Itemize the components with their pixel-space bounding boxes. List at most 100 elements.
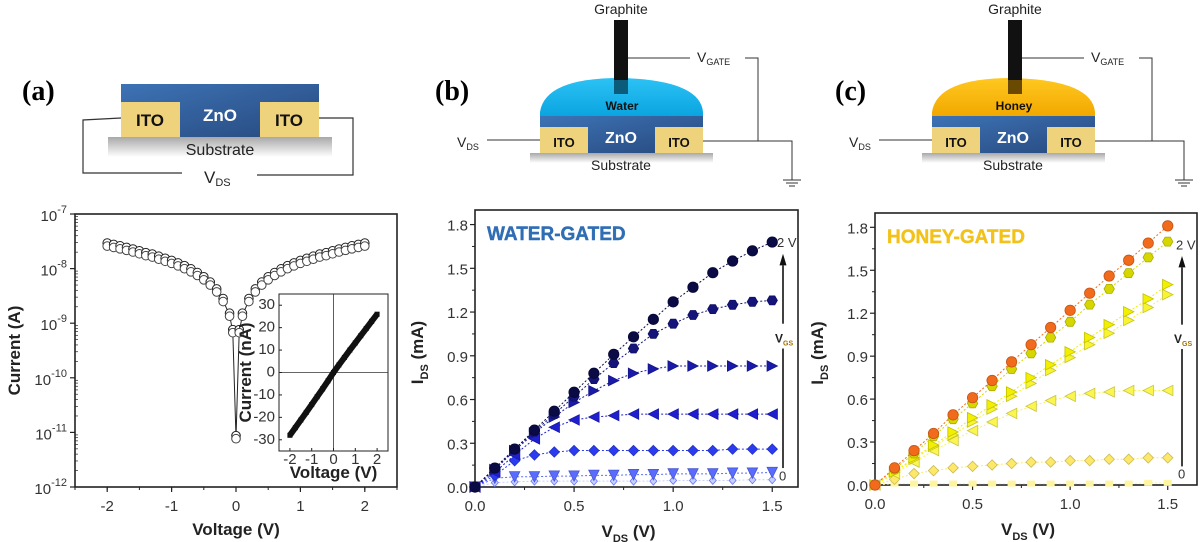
annotation-top: 2 V xyxy=(1176,237,1196,252)
vds-label: VDS xyxy=(204,168,231,189)
marker-square xyxy=(929,480,938,487)
data-point xyxy=(309,402,315,408)
x-tick-label: 0.0 xyxy=(865,496,886,513)
marker-triangle-left xyxy=(1122,384,1135,397)
marker-diamond xyxy=(1161,452,1174,464)
marker-hexagon xyxy=(1123,268,1135,279)
marker-triangle-left xyxy=(726,408,739,420)
marker-triangle-right xyxy=(627,367,640,380)
marker-circle xyxy=(1142,237,1154,249)
x-axis-label-main: V xyxy=(601,522,613,541)
marker-triangle-right xyxy=(947,426,960,438)
data-point xyxy=(303,409,309,415)
x-tick-label: 0.0 xyxy=(465,498,486,515)
marker-hexagon xyxy=(1162,236,1174,247)
y-tick-label: -10 xyxy=(253,386,275,403)
marker-triangle-right xyxy=(1103,318,1116,331)
y-tick-exp: -10 xyxy=(51,368,67,380)
series-diamond xyxy=(869,452,1174,491)
y-axis-label-unit: (mA) xyxy=(808,321,827,364)
ito-right xyxy=(1047,127,1095,153)
marker-hexagon xyxy=(1044,332,1057,343)
marker-triangle-down xyxy=(746,467,759,480)
data-point xyxy=(287,432,293,438)
y-tick-label: 10-12 xyxy=(34,477,67,498)
data-point xyxy=(244,296,254,307)
marker-triangle-right xyxy=(1123,314,1135,327)
marker-diamond xyxy=(688,475,698,486)
marker-circle xyxy=(908,445,920,457)
marker-triangle-right xyxy=(647,363,660,375)
marker-square xyxy=(949,480,958,487)
marker-triangle-right xyxy=(588,384,600,397)
series-line xyxy=(474,448,773,488)
data-point xyxy=(320,386,326,392)
y-tick-exp: -11 xyxy=(52,422,67,434)
y-axis-label: IDS (mA) xyxy=(408,321,431,384)
y-tick-exp: -7 xyxy=(57,204,67,216)
y-tick-label: 0.3 xyxy=(847,435,868,452)
wire-left xyxy=(82,117,182,174)
y-tick-label: 1.2 xyxy=(847,306,868,323)
x-tick-label: 0.5 xyxy=(962,496,983,513)
marker-triangle-left xyxy=(1044,394,1057,407)
marker-hexagon xyxy=(647,328,659,339)
marker-triangle-down xyxy=(568,470,580,483)
ito-right-label: ITO xyxy=(1060,135,1081,150)
marker-square xyxy=(1105,480,1114,487)
panel-label-c: (c) xyxy=(835,76,866,107)
y-tick-label: 10-9 xyxy=(41,313,67,334)
y-tick-label: 10-10 xyxy=(34,368,67,389)
chart-title: HONEY-GATED xyxy=(887,227,1025,248)
marker-triangle-down xyxy=(627,469,640,481)
data-point xyxy=(231,433,241,444)
series-line xyxy=(474,471,773,488)
marker-diamond xyxy=(1103,453,1115,465)
ito-right-label: ITO xyxy=(668,135,689,150)
marker-square xyxy=(1144,479,1153,486)
marker-triangle-right xyxy=(986,398,999,411)
y-tick-label: 0.9 xyxy=(847,349,868,366)
data-point xyxy=(325,378,331,384)
marker-triangle-right xyxy=(1045,358,1057,371)
substrate-label: Substrate xyxy=(591,157,651,173)
marker-circle xyxy=(1162,220,1174,232)
ground-wire xyxy=(1095,140,1185,180)
marker-circle xyxy=(1084,287,1096,299)
y-tick-label: 20 xyxy=(258,319,275,336)
graphite-label: Graphite xyxy=(594,1,648,17)
zno-label: ZnO xyxy=(203,106,237,125)
marker-triangle-left xyxy=(1161,384,1174,397)
marker-triangle-down xyxy=(528,471,541,483)
marker-diamond xyxy=(1142,452,1154,464)
marker-diamond xyxy=(746,443,759,455)
graphite-rod xyxy=(614,20,628,80)
marker-triangle-right xyxy=(1084,338,1096,351)
marker-triangle-left xyxy=(946,434,959,447)
ground-icon xyxy=(1175,179,1193,187)
marker-square xyxy=(1027,480,1036,487)
x-axis-label-main: V xyxy=(1001,520,1013,539)
marker-triangle-left xyxy=(1005,407,1018,420)
annotation-top: 2 V xyxy=(777,235,797,250)
marker-square xyxy=(1085,480,1094,487)
data-point xyxy=(369,318,375,324)
y-tick-label: 0 xyxy=(267,364,275,381)
y-tick-label: -20 xyxy=(253,408,275,425)
marker-triangle-right xyxy=(727,360,739,372)
honey-drop xyxy=(932,78,1095,116)
marker-diamond xyxy=(687,444,699,457)
x-axis-label: Voltage (V) xyxy=(192,520,280,539)
graphite-rod-submerged xyxy=(1008,80,1022,94)
x-tick-label: 0.5 xyxy=(564,498,585,515)
y-tick-base: 10 xyxy=(35,426,52,443)
marker-triangle-right xyxy=(687,360,700,372)
marker-circle xyxy=(927,427,940,440)
y-tick-exp: -12 xyxy=(51,477,67,489)
x-axis-label-unit: (V) xyxy=(628,522,655,541)
marker-circle xyxy=(869,479,881,491)
y-axis-label-sub: DS xyxy=(819,365,831,380)
